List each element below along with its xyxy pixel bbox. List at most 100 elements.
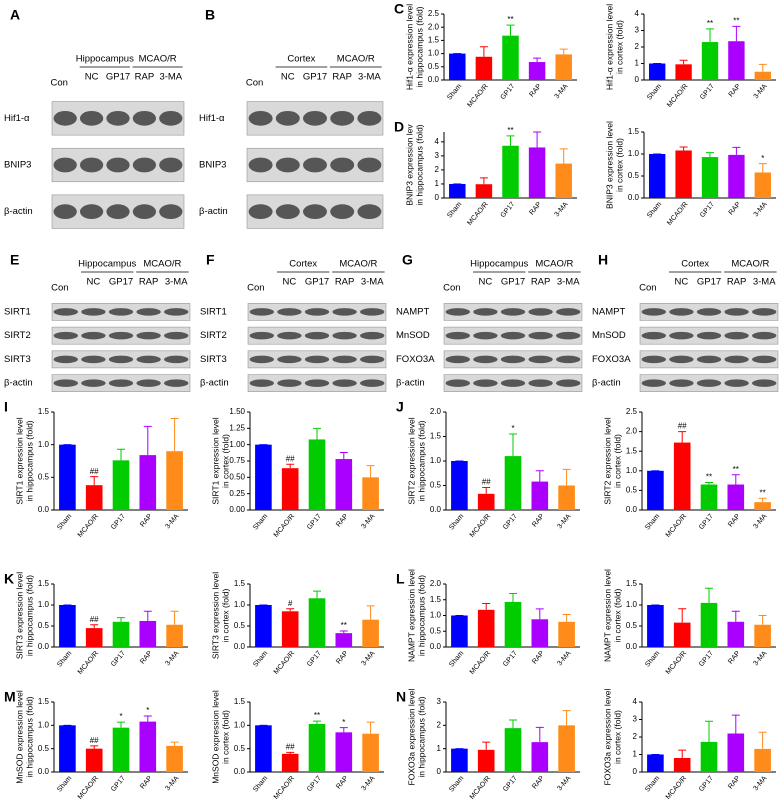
blot-band bbox=[332, 355, 357, 364]
y-tick-label: 0.5 bbox=[234, 744, 246, 753]
x-tick-label: Sham bbox=[56, 513, 73, 532]
y-tick-label: 0 bbox=[437, 767, 442, 776]
y-tick-label: 1.5 bbox=[38, 407, 50, 416]
error-bar bbox=[705, 482, 713, 485]
blot-band bbox=[473, 308, 498, 316]
significance: ** bbox=[706, 473, 712, 482]
y-tick-label: 0.25 bbox=[229, 489, 245, 498]
bar bbox=[531, 742, 549, 772]
error-bar bbox=[678, 608, 687, 623]
blot-band bbox=[53, 110, 77, 126]
y-tick-label: 1 bbox=[435, 179, 440, 188]
blot-row-label: SIRT2 bbox=[200, 330, 227, 341]
y-axis-label: NAMPT expression level bbox=[602, 569, 612, 662]
y-tick-label: 1.0 bbox=[430, 611, 442, 620]
bar bbox=[700, 741, 718, 772]
blot-band bbox=[360, 379, 385, 387]
blot-band bbox=[500, 308, 526, 316]
blot-band bbox=[445, 355, 470, 364]
error-bar bbox=[143, 610, 152, 621]
blot-band bbox=[164, 379, 189, 387]
blot-band bbox=[528, 355, 553, 364]
blot-band bbox=[248, 157, 273, 173]
x-tick-label: MCAO/R bbox=[273, 650, 296, 676]
y-axis-label: in cortex (fold) bbox=[614, 138, 624, 192]
bar bbox=[166, 451, 183, 510]
x-tick-label: Sham bbox=[644, 775, 661, 794]
error-bar bbox=[339, 630, 348, 634]
y-tick-label: 0.5 bbox=[626, 486, 638, 495]
error-bar bbox=[286, 463, 295, 469]
y-tick-label: 1.5 bbox=[626, 446, 638, 455]
bar bbox=[502, 35, 519, 80]
bar bbox=[475, 184, 493, 198]
bar bbox=[281, 468, 299, 510]
blot-band bbox=[332, 379, 357, 387]
blot-band bbox=[724, 355, 749, 364]
y-tick-label: 2.0 bbox=[430, 407, 442, 416]
blot-band bbox=[275, 110, 300, 126]
x-tick-label: Sham bbox=[448, 513, 465, 532]
error-bar bbox=[758, 163, 767, 173]
error-bar bbox=[562, 614, 571, 622]
blot-band bbox=[641, 379, 666, 387]
bar bbox=[555, 54, 572, 80]
significance: # bbox=[288, 599, 293, 608]
blot-band bbox=[528, 308, 553, 316]
y-tick-label: 1.0 bbox=[430, 456, 442, 465]
y-tick-label: 1.5 bbox=[38, 697, 50, 706]
error-bar bbox=[313, 590, 321, 599]
y-tick-label: 4 bbox=[635, 9, 640, 18]
x-tick-label: GP17 bbox=[698, 650, 715, 668]
y-axis-label: in hippocampus (fold) bbox=[24, 696, 34, 777]
x-tick-label: 3-MA bbox=[164, 650, 180, 668]
x-tick-label: RAP bbox=[335, 513, 350, 529]
blot-band bbox=[136, 308, 161, 316]
x-tick-label: RAP bbox=[335, 775, 350, 791]
blot-control: Con bbox=[639, 283, 656, 294]
y-axis-label: SIRT2 expression level bbox=[406, 417, 416, 504]
blot-band bbox=[132, 204, 157, 220]
blot-band bbox=[500, 379, 526, 387]
error-bar bbox=[562, 710, 571, 726]
blot-lane: GP17 bbox=[697, 277, 721, 288]
x-tick-label: MCAO/R bbox=[469, 513, 492, 539]
x-tick-label: GP17 bbox=[306, 650, 323, 668]
blot-control: Con bbox=[443, 283, 460, 294]
blot-band bbox=[696, 331, 722, 340]
x-tick-label: Sham bbox=[646, 83, 663, 102]
blot-control: Con bbox=[50, 78, 67, 89]
y-tick-label: 0.0 bbox=[234, 767, 246, 776]
y-axis-label: BNIP3 expression lev bbox=[404, 124, 414, 206]
blot-band bbox=[53, 355, 78, 364]
panel-label: E bbox=[10, 252, 19, 268]
blot-group: MCAO/R bbox=[139, 54, 177, 65]
y-axis-label: in hippocampus (fold) bbox=[24, 420, 34, 501]
significance: ** bbox=[733, 465, 739, 474]
panel-label: J bbox=[396, 399, 404, 415]
y-tick-label: 0.00 bbox=[229, 505, 245, 514]
blot-band bbox=[249, 308, 274, 316]
blot-group: MCAO/R bbox=[535, 259, 573, 270]
significance: ** bbox=[507, 126, 513, 135]
blot-band bbox=[500, 331, 526, 340]
x-tick-label: GP17 bbox=[698, 775, 715, 793]
x-tick-label: RAP bbox=[728, 83, 743, 99]
error-bar bbox=[286, 751, 295, 754]
blot-band bbox=[275, 157, 300, 173]
y-axis-label: in cortex (fold) bbox=[612, 710, 622, 764]
y-tick-label: 3 bbox=[635, 26, 640, 35]
blot-lane: 3-MA bbox=[753, 277, 776, 288]
bar bbox=[59, 444, 76, 510]
y-tick-label: 2.5 bbox=[428, 9, 440, 18]
bar bbox=[112, 621, 130, 647]
significance: * bbox=[511, 424, 514, 433]
significance: ** bbox=[341, 621, 347, 630]
blot-band bbox=[752, 355, 777, 364]
x-tick-label: GP17 bbox=[698, 513, 715, 531]
y-axis-label: SIRT2 expression level bbox=[602, 417, 612, 504]
blot-band bbox=[332, 308, 357, 316]
error-bar bbox=[758, 731, 767, 749]
y-tick-label: 0.0 bbox=[430, 505, 442, 514]
error-bar bbox=[90, 476, 99, 486]
